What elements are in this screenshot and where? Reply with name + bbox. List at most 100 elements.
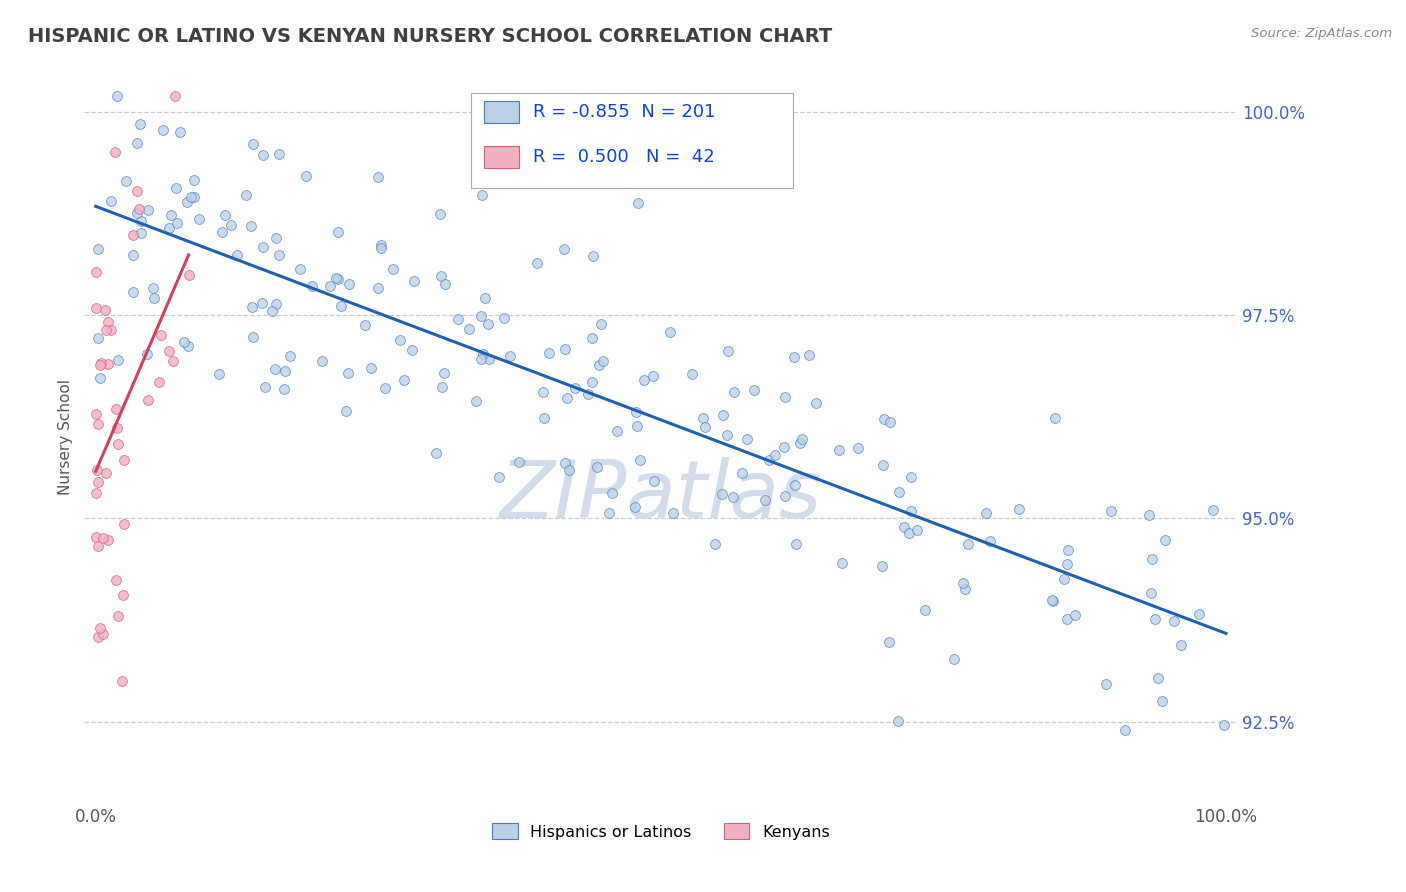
Point xyxy=(471,187,494,202)
Point xyxy=(494,310,516,325)
Point xyxy=(260,304,283,318)
Point xyxy=(953,582,976,597)
Point xyxy=(152,123,174,137)
Point xyxy=(873,411,896,425)
Point xyxy=(252,239,274,253)
Point xyxy=(433,277,456,291)
Point xyxy=(89,620,111,634)
Point xyxy=(165,181,187,195)
Point xyxy=(846,441,869,455)
Point xyxy=(127,185,149,199)
Point xyxy=(447,312,470,326)
Point xyxy=(100,323,122,337)
Point xyxy=(370,238,392,252)
Point xyxy=(681,368,703,382)
Point xyxy=(326,225,349,239)
Point xyxy=(354,318,377,333)
Text: R = -0.855  N = 201: R = -0.855 N = 201 xyxy=(533,103,716,120)
Point xyxy=(1202,503,1225,517)
Point xyxy=(91,627,114,641)
Point xyxy=(785,478,807,492)
Text: Source: ZipAtlas.com: Source: ZipAtlas.com xyxy=(1251,27,1392,40)
Point xyxy=(166,216,188,230)
Point xyxy=(773,489,796,503)
Point xyxy=(1150,693,1173,707)
Point xyxy=(329,299,352,313)
Point xyxy=(581,249,603,263)
Point xyxy=(131,226,153,240)
Point xyxy=(588,359,610,373)
Point xyxy=(90,356,112,370)
Point xyxy=(831,556,853,570)
Point xyxy=(157,221,180,235)
Point xyxy=(112,452,135,467)
Point xyxy=(301,279,323,293)
Point xyxy=(180,190,202,204)
FancyBboxPatch shape xyxy=(485,146,519,168)
Point xyxy=(325,271,347,285)
Point xyxy=(872,559,894,574)
Point xyxy=(887,484,910,499)
Point xyxy=(716,427,738,442)
Point xyxy=(581,375,603,389)
Point xyxy=(173,335,195,350)
Point xyxy=(598,506,620,520)
Point xyxy=(872,458,894,473)
Text: HISPANIC OR LATINO VS KENYAN NURSERY SCHOOL CORRELATION CHART: HISPANIC OR LATINO VS KENYAN NURSERY SCH… xyxy=(28,27,832,45)
Point xyxy=(169,125,191,139)
Point xyxy=(86,265,108,279)
Point xyxy=(86,462,108,476)
Point xyxy=(703,537,725,551)
Point xyxy=(136,392,159,407)
Point xyxy=(183,173,205,187)
Point xyxy=(789,435,811,450)
Point xyxy=(1188,607,1211,621)
Point xyxy=(107,437,129,451)
Point xyxy=(659,325,682,339)
Point xyxy=(311,353,333,368)
Point xyxy=(731,466,754,480)
Point xyxy=(235,187,257,202)
Point xyxy=(105,88,128,103)
Point xyxy=(242,137,264,152)
Point xyxy=(538,346,561,360)
Point xyxy=(1095,676,1118,690)
Point xyxy=(86,417,108,431)
Point xyxy=(576,386,599,401)
Point xyxy=(1053,572,1076,586)
Point xyxy=(177,339,200,353)
Point xyxy=(87,243,110,257)
Point xyxy=(465,394,488,409)
Point xyxy=(273,383,295,397)
Point xyxy=(97,357,120,371)
Point xyxy=(531,385,554,400)
Point xyxy=(692,411,714,425)
Point xyxy=(897,525,920,540)
Point xyxy=(956,536,979,550)
Point xyxy=(477,317,499,331)
Point xyxy=(150,328,173,343)
Point xyxy=(370,241,392,255)
Point xyxy=(107,609,129,624)
Point xyxy=(208,367,231,381)
Point xyxy=(804,395,827,409)
Point xyxy=(94,303,117,318)
Point xyxy=(624,405,647,419)
Point xyxy=(900,503,922,517)
Point xyxy=(128,117,150,131)
Point xyxy=(1064,608,1087,623)
Point xyxy=(96,315,118,329)
Point xyxy=(600,485,623,500)
Point xyxy=(478,351,501,366)
Point xyxy=(112,588,135,602)
Point xyxy=(905,524,928,538)
Point xyxy=(128,202,150,217)
Point xyxy=(125,206,148,220)
Point xyxy=(100,194,122,208)
Point xyxy=(97,533,120,548)
Point xyxy=(250,295,273,310)
Point xyxy=(326,272,349,286)
Point xyxy=(187,211,209,226)
Point xyxy=(388,333,411,347)
Point xyxy=(711,487,734,501)
